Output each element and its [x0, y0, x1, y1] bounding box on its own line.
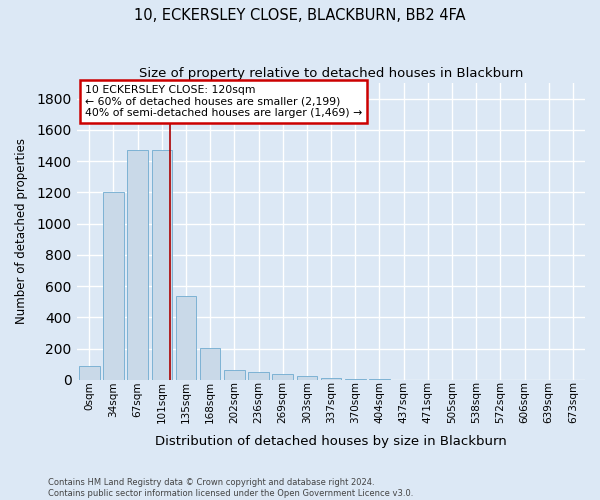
Bar [103, 192, 124, 380]
Bar [79, 366, 100, 380]
Bar [176, 296, 196, 380]
Bar [296, 376, 317, 380]
Title: Size of property relative to detached houses in Blackburn: Size of property relative to detached ho… [139, 68, 523, 80]
Bar [369, 379, 390, 380]
Bar [152, 150, 172, 380]
Bar [127, 150, 148, 380]
Bar [345, 378, 365, 380]
Text: 10 ECKERSLEY CLOSE: 120sqm
← 60% of detached houses are smaller (2,199)
40% of s: 10 ECKERSLEY CLOSE: 120sqm ← 60% of deta… [85, 84, 362, 117]
Bar [224, 370, 245, 380]
X-axis label: Distribution of detached houses by size in Blackburn: Distribution of detached houses by size … [155, 434, 507, 448]
Bar [248, 372, 269, 380]
Bar [272, 374, 293, 380]
Bar [321, 378, 341, 380]
Text: Contains HM Land Registry data © Crown copyright and database right 2024.
Contai: Contains HM Land Registry data © Crown c… [48, 478, 413, 498]
Bar [200, 348, 220, 380]
Y-axis label: Number of detached properties: Number of detached properties [15, 138, 28, 324]
Text: 10, ECKERSLEY CLOSE, BLACKBURN, BB2 4FA: 10, ECKERSLEY CLOSE, BLACKBURN, BB2 4FA [134, 8, 466, 22]
